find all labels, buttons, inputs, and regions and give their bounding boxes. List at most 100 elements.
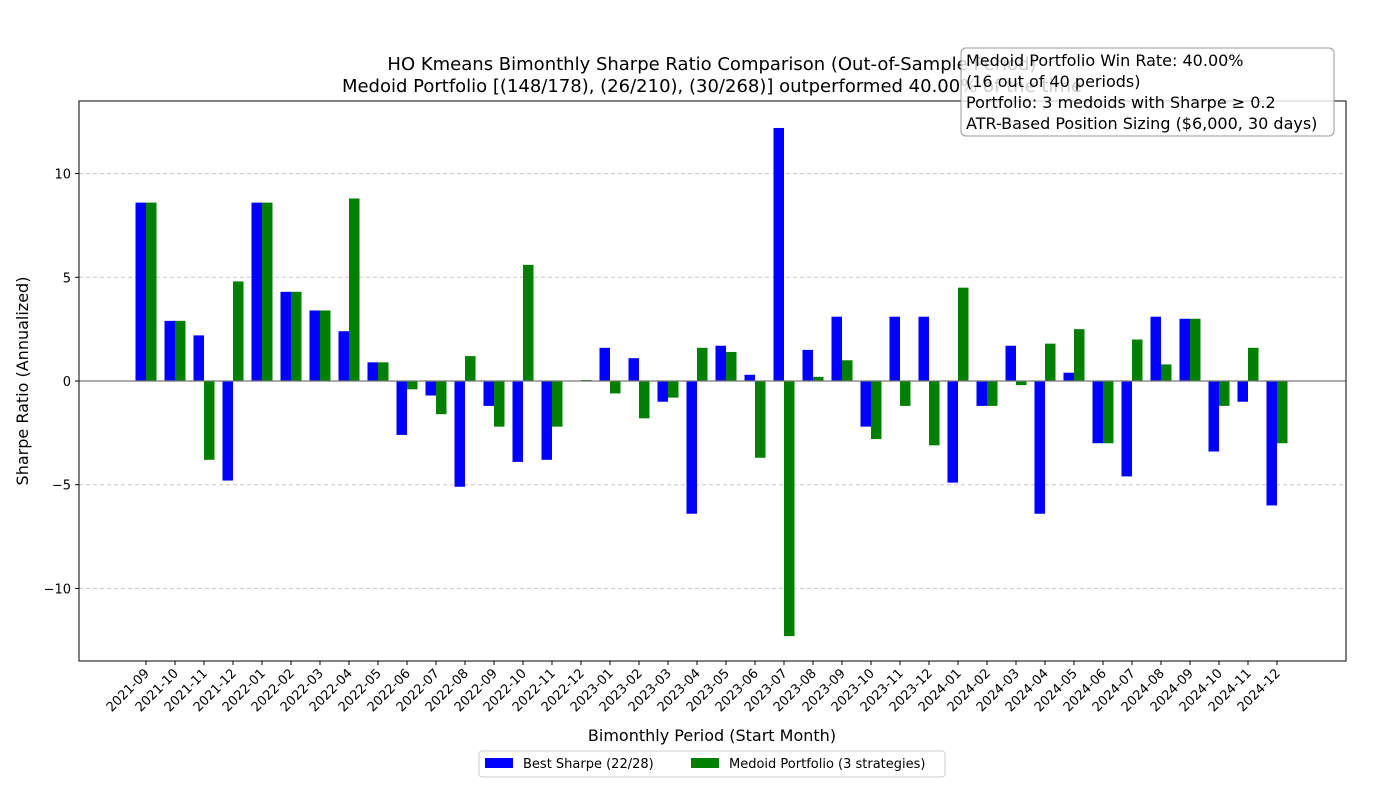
bar-medoid-portfolio	[987, 381, 998, 406]
bar-medoid-portfolio	[465, 356, 476, 381]
bar-medoid-portfolio	[523, 264, 534, 381]
chart-subtitle-line: Medoid Portfolio [(148/178), (26/210), (…	[342, 76, 1082, 97]
bar-best-sharpe	[1266, 381, 1277, 506]
bar-best-sharpe	[1121, 381, 1132, 477]
bar-best-sharpe	[483, 381, 494, 406]
bar-series	[135, 127, 1288, 637]
bar-medoid-portfolio	[697, 347, 708, 381]
bar-best-sharpe	[773, 127, 784, 382]
legend-label-best-sharpe: Best Sharpe (22/28)	[523, 757, 654, 772]
y-tick-label: 10	[54, 168, 71, 183]
x-axis-label: Bimonthly Period (Start Month)	[588, 726, 836, 745]
bar-best-sharpe	[802, 349, 813, 381]
bar-medoid-portfolio	[262, 202, 273, 381]
bar-best-sharpe	[599, 347, 610, 381]
bar-best-sharpe	[889, 316, 900, 381]
bar-medoid-portfolio	[755, 381, 766, 458]
bar-medoid-portfolio	[726, 351, 737, 381]
bar-medoid-portfolio	[349, 198, 360, 381]
chart-title-line: HO Kmeans Bimonthly Sharpe Ratio Compari…	[387, 54, 1036, 75]
bar-best-sharpe	[338, 331, 349, 381]
legend-swatch-medoid-portfolio	[691, 758, 719, 768]
bar-best-sharpe	[744, 374, 755, 381]
bar-best-sharpe	[1005, 345, 1016, 381]
bar-best-sharpe	[396, 381, 407, 435]
bar-best-sharpe	[976, 381, 987, 406]
bar-best-sharpe	[1063, 372, 1074, 381]
bar-best-sharpe	[309, 310, 320, 381]
bar-best-sharpe	[1150, 316, 1161, 381]
bar-medoid-portfolio	[1016, 381, 1027, 386]
bar-medoid-portfolio	[639, 381, 650, 419]
bar-medoid-portfolio	[1074, 329, 1085, 381]
bar-medoid-portfolio	[871, 381, 882, 440]
y-axis-label: Sharpe Ratio (Annualized)	[13, 277, 32, 486]
bar-medoid-portfolio	[1161, 364, 1172, 381]
bar-medoid-portfolio	[204, 381, 215, 460]
bar-medoid-portfolio	[929, 381, 940, 446]
bar-medoid-portfolio	[552, 381, 563, 427]
bar-best-sharpe	[628, 358, 639, 381]
bar-best-sharpe	[657, 381, 668, 402]
bar-best-sharpe	[1237, 381, 1248, 402]
bar-medoid-portfolio	[842, 360, 853, 381]
bar-medoid-portfolio	[958, 287, 969, 381]
bar-medoid-portfolio	[407, 381, 418, 390]
bar-medoid-portfolio	[1190, 318, 1201, 381]
bar-medoid-portfolio	[233, 281, 244, 381]
y-tick-label: 5	[63, 271, 71, 286]
bar-medoid-portfolio	[1219, 381, 1230, 406]
bar-medoid-portfolio	[1248, 347, 1259, 381]
y-tick-label: −10	[44, 582, 71, 597]
y-tick-label: −5	[52, 479, 71, 494]
bar-best-sharpe	[135, 202, 146, 381]
bar-medoid-portfolio	[175, 320, 186, 381]
bar-best-sharpe	[1208, 381, 1219, 452]
legend-swatch-best-sharpe	[485, 758, 513, 768]
bar-medoid-portfolio	[320, 310, 331, 381]
legend-label-medoid-portfolio: Medoid Portfolio (3 strategies)	[729, 757, 926, 772]
bar-medoid-portfolio	[668, 381, 679, 398]
bar-medoid-portfolio	[146, 202, 157, 381]
bar-best-sharpe	[454, 381, 465, 487]
bar-medoid-portfolio	[784, 381, 795, 637]
bar-medoid-portfolio	[378, 362, 389, 381]
annotation-background	[960, 47, 1335, 137]
bar-medoid-portfolio	[813, 376, 824, 381]
bar-best-sharpe	[367, 362, 378, 381]
bar-medoid-portfolio	[1132, 339, 1143, 381]
bar-medoid-portfolio	[1277, 381, 1288, 444]
bar-medoid-portfolio	[610, 381, 621, 394]
bar-best-sharpe	[193, 335, 204, 381]
bar-best-sharpe	[541, 381, 552, 460]
bar-best-sharpe	[686, 381, 697, 514]
bar-best-sharpe	[860, 381, 871, 427]
bar-best-sharpe	[425, 381, 436, 396]
bar-best-sharpe	[831, 316, 842, 381]
x-axis-ticks: 2021-092021-102021-112021-122022-012022-…	[104, 661, 1284, 715]
bar-medoid-portfolio	[436, 381, 447, 415]
bar-best-sharpe	[222, 381, 233, 481]
annotation-line: Medoid Portfolio Win Rate: 40.00%	[966, 51, 1244, 70]
bar-best-sharpe	[164, 320, 175, 381]
bar-medoid-portfolio	[1045, 343, 1056, 381]
chart-title: HO Kmeans Bimonthly Sharpe Ratio Compari…	[342, 54, 1082, 97]
bar-best-sharpe	[251, 202, 262, 381]
annotation-line: (16 out of 40 periods)	[966, 72, 1140, 91]
win-rate-annotation: Medoid Portfolio Win Rate: 40.00% (16 ou…	[960, 47, 1335, 137]
bar-best-sharpe	[1179, 318, 1190, 381]
bar-best-sharpe	[280, 291, 291, 381]
y-tick-label: 0	[63, 375, 71, 390]
bar-best-sharpe	[918, 316, 929, 381]
bar-medoid-portfolio	[291, 291, 302, 381]
bar-best-sharpe	[1034, 381, 1045, 514]
bar-best-sharpe	[715, 345, 726, 381]
annotation-line: ATR-Based Position Sizing ($6,000, 30 da…	[966, 114, 1317, 133]
annotation-line: Portfolio: 3 medoids with Sharpe ≥ 0.2	[966, 93, 1276, 112]
chart-legend: Best Sharpe (22/28) Medoid Portfolio (3 …	[478, 750, 946, 778]
bar-best-sharpe	[947, 381, 958, 483]
bar-best-sharpe	[512, 381, 523, 462]
bar-medoid-portfolio	[900, 381, 911, 406]
y-axis-ticks: −10 −5 0 5 10	[44, 168, 79, 597]
